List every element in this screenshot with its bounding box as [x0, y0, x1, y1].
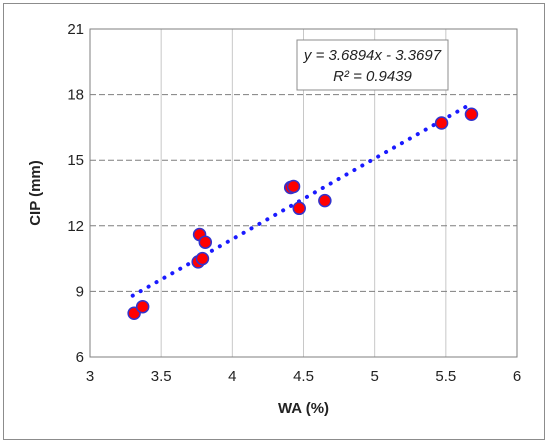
x-tick-label: 4 — [228, 368, 236, 385]
trendline-layer — [130, 104, 470, 298]
y-tick-label: 12 — [67, 218, 84, 235]
data-point — [195, 251, 210, 266]
y-tick-label: 21 — [67, 21, 84, 38]
data-point — [318, 193, 332, 208]
trendline — [130, 104, 470, 298]
x-tick-label: 4.5 — [293, 368, 314, 385]
trendline-equation: y = 3.6894x - 3.3697 — [303, 47, 442, 64]
x-tick-label: 5.5 — [435, 368, 456, 385]
data-point — [198, 235, 213, 249]
data-points — [127, 107, 479, 321]
y-tick-label: 18 — [67, 87, 84, 104]
plot-area-border — [89, 28, 518, 358]
data-point — [464, 107, 479, 122]
data-point — [292, 201, 306, 216]
y-tick-label: 9 — [76, 283, 84, 300]
x-tick-label: 3.5 — [151, 368, 172, 385]
x-tick-label: 3 — [86, 368, 94, 385]
x-tick-label: 5 — [370, 368, 378, 385]
r-squared-label: R² = 0.9439 — [333, 68, 412, 85]
x-tick-label: 6 — [513, 368, 521, 385]
x-axis-title: WA (%) — [278, 400, 329, 417]
data-point — [286, 179, 301, 194]
y-tick-label: 6 — [76, 349, 84, 366]
y-axis-title: CIP (mm) — [27, 160, 44, 226]
equation-box: y = 3.6894x - 3.3697 R² = 0.9439 — [296, 39, 449, 91]
data-point — [434, 116, 449, 130]
data-point — [135, 299, 150, 314]
chart-frame — [3, 3, 545, 440]
y-tick-label: 15 — [67, 152, 84, 169]
tick-labels: 3 3.5 4 4.5 5 5.5 6 6 9 12 15 18 21 — [67, 21, 521, 385]
